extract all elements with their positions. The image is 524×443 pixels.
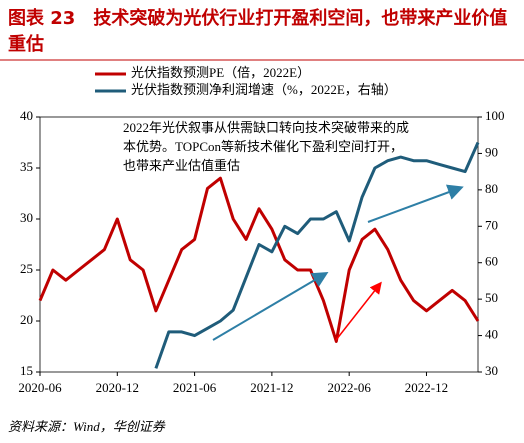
arrow bbox=[335, 281, 382, 341]
y-tick-label: 20 bbox=[20, 312, 33, 327]
series-line bbox=[38, 176, 480, 343]
arrow bbox=[367, 184, 464, 223]
arrow bbox=[212, 271, 329, 341]
x-tick-label: 2020-12 bbox=[96, 380, 139, 395]
y2-tick-label: 90 bbox=[485, 144, 498, 159]
chart-title: 图表 23 技术突破为光伏行业打开盈利空间，也带来产业价值重估 bbox=[8, 8, 508, 55]
y-tick-label: 30 bbox=[20, 210, 33, 225]
x-tick-label: 2020-06 bbox=[18, 380, 62, 395]
plot-frame bbox=[39, 116, 479, 373]
legend-label: 光伏指数预测PE（倍，2022E） bbox=[131, 65, 310, 80]
annotation: 2022年光伏叙事从供需缺口转向技术突破带来的成本优势。TOPCon等新技术催化… bbox=[123, 120, 410, 173]
y2-tick-label: 50 bbox=[485, 290, 498, 305]
x-tick-label: 2021-12 bbox=[250, 380, 293, 395]
y2-tick-label: 40 bbox=[485, 327, 498, 342]
y2-tick-label: 30 bbox=[485, 363, 498, 378]
y-tick-label: 35 bbox=[20, 159, 33, 174]
source: 资料来源：Wind，华创证券 bbox=[8, 419, 165, 434]
y2-tick-label: 80 bbox=[485, 181, 498, 196]
y2-tick-label: 60 bbox=[485, 254, 498, 269]
y2-tick-label: 70 bbox=[485, 217, 498, 232]
y2-tick-label: 100 bbox=[485, 108, 505, 123]
y-tick-label: 15 bbox=[20, 363, 33, 378]
x-tick-label: 2022-12 bbox=[405, 380, 448, 395]
x-tick-label: 2021-06 bbox=[173, 380, 217, 395]
y-tick-label: 25 bbox=[20, 261, 33, 276]
y-tick-label: 40 bbox=[20, 108, 33, 123]
x-tick-label: 2022-06 bbox=[328, 380, 372, 395]
legend-label: 光伏指数预测净利润增速（%，2022E，右轴） bbox=[131, 82, 397, 97]
series-line bbox=[154, 141, 480, 369]
